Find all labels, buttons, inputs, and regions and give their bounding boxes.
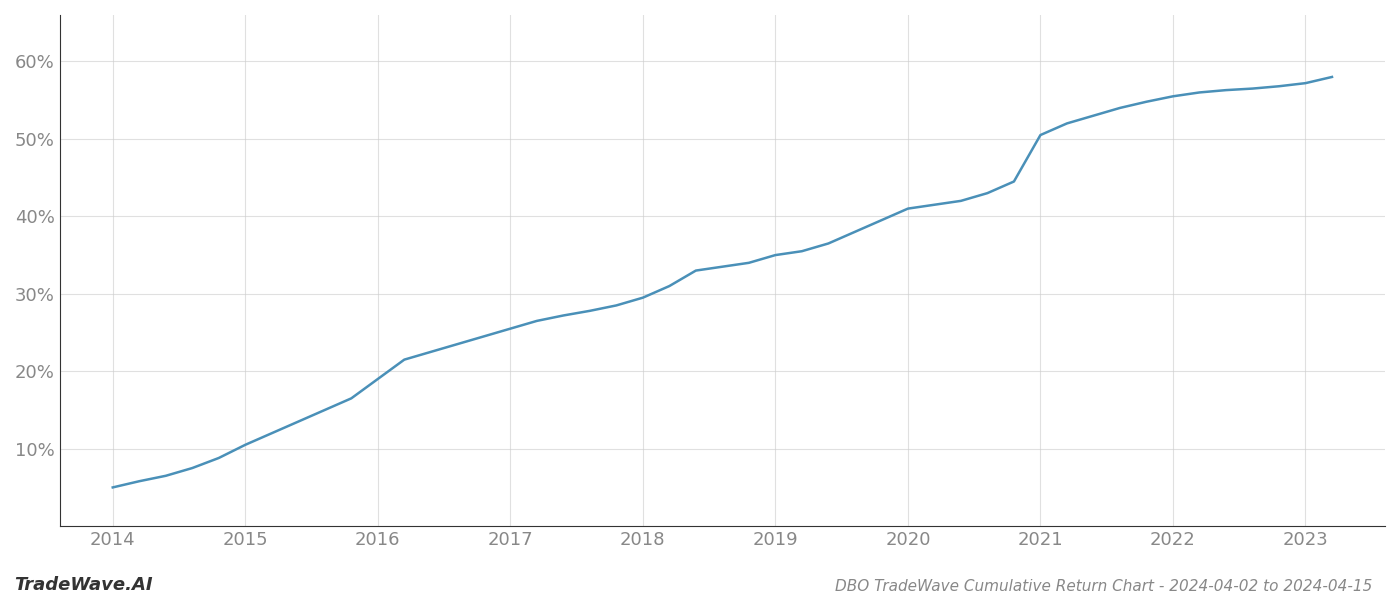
Text: DBO TradeWave Cumulative Return Chart - 2024-04-02 to 2024-04-15: DBO TradeWave Cumulative Return Chart - … [834,579,1372,594]
Text: TradeWave.AI: TradeWave.AI [14,576,153,594]
